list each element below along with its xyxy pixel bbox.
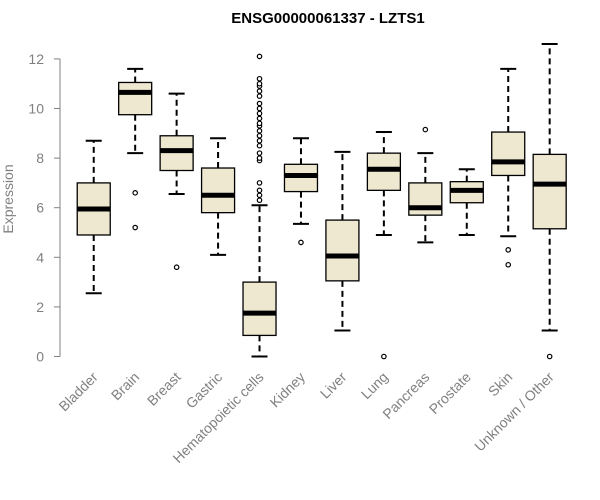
outlier-point xyxy=(256,142,263,149)
iqr-box xyxy=(325,219,360,282)
y-tick-label: 4 xyxy=(36,249,44,265)
outlier-point xyxy=(132,190,138,196)
outlier-point xyxy=(256,187,263,194)
box-lung xyxy=(366,131,402,360)
outlier-point xyxy=(256,197,263,204)
outlier-point xyxy=(256,100,263,107)
outlier-point xyxy=(256,93,263,99)
box-bladder xyxy=(76,139,111,295)
outlier-point xyxy=(256,115,263,122)
box-series xyxy=(76,43,567,360)
box-gastric xyxy=(200,137,236,256)
outlier-point xyxy=(256,137,263,144)
box-kidney xyxy=(283,137,319,246)
outlier-point xyxy=(256,53,263,60)
y-tick-label: 2 xyxy=(36,299,44,315)
iqr-box xyxy=(491,131,526,177)
outlier-point xyxy=(505,261,512,268)
category-label: Lung xyxy=(358,369,391,402)
outlier-point xyxy=(132,224,138,231)
category-label: Bladder xyxy=(55,369,101,415)
box-liver xyxy=(325,150,360,332)
outlier-point xyxy=(546,353,553,360)
category-label: Skin xyxy=(485,369,516,400)
outlier-point xyxy=(256,180,263,186)
iqr-box xyxy=(408,182,443,216)
outlier-point xyxy=(256,128,263,134)
iqr-box xyxy=(532,153,567,230)
outlier-point xyxy=(256,120,263,127)
y-axis: 0 2 4 6 8 10 12 xyxy=(28,51,61,365)
outlier-point xyxy=(256,150,263,156)
outlier-point xyxy=(256,80,263,87)
box-pancreas xyxy=(408,126,443,244)
category-label: Unknown / Other xyxy=(471,369,557,455)
outlier-point xyxy=(298,239,304,246)
category-label: Prostate xyxy=(426,369,474,417)
box-breast xyxy=(159,92,194,271)
y-tick-label: 0 xyxy=(36,349,44,365)
outlier-point xyxy=(173,264,180,271)
outlier-point xyxy=(256,192,263,199)
y-axis-label: Expression xyxy=(0,164,16,233)
iqr-box xyxy=(242,281,277,337)
iqr-box xyxy=(200,167,236,214)
outlier-point xyxy=(256,88,263,94)
category-label: Liver xyxy=(317,369,350,402)
y-tick-label: 8 xyxy=(36,150,44,166)
outlier-point xyxy=(422,126,429,133)
y-tick-label: 10 xyxy=(28,101,44,117)
category-label: Breast xyxy=(144,369,184,409)
y-tick-label: 6 xyxy=(36,200,44,216)
outlier-point xyxy=(256,75,263,82)
y-tick-label: 12 xyxy=(28,51,44,67)
iqr-box xyxy=(118,81,153,116)
outlier-point xyxy=(256,110,263,117)
box-prostate xyxy=(449,168,484,236)
outlier-point xyxy=(256,132,263,139)
outlier-point xyxy=(505,247,512,253)
chart-title: ENSG00000061337 - LZTS1 xyxy=(231,10,424,27)
box-skin xyxy=(491,67,526,268)
category-label: Kidney xyxy=(267,369,309,411)
outlier-point xyxy=(381,353,387,360)
box-hematopoietic-cells xyxy=(242,53,277,358)
box-brain xyxy=(118,67,153,231)
category-label: Brain xyxy=(108,369,142,403)
outlier-point xyxy=(256,155,263,161)
outlier-point xyxy=(256,105,263,112)
box-unknown-other xyxy=(532,43,567,360)
